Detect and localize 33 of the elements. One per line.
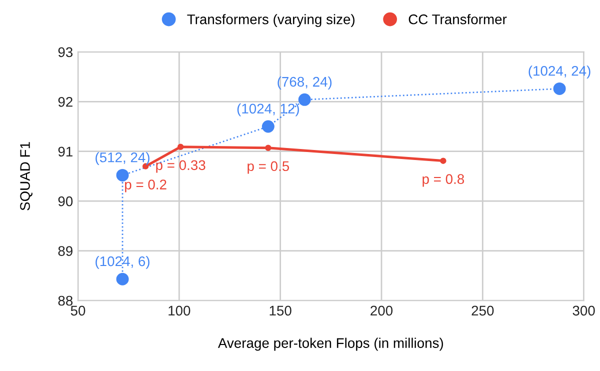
y-tick-label: 89 [58, 246, 72, 256]
y-tick-label: 91 [58, 146, 72, 157]
annotation: (768, 24) [278, 76, 332, 90]
x-tick-label: 100 [168, 306, 190, 316]
point [262, 120, 274, 133]
legend-label: CC Transformer [408, 14, 507, 24]
point [116, 272, 129, 286]
y-axis-title: SQUAD F1 [20, 142, 32, 210]
y-tick-label: 93 [58, 47, 73, 58]
x-tick-label: 200 [370, 306, 393, 316]
point [116, 168, 129, 182]
point [298, 93, 311, 106]
annotation: p = 0.2 [125, 180, 166, 192]
annotation: p = 0.33 [156, 160, 206, 173]
annotation: (1024, 6) [96, 256, 150, 269]
annotation: (1024, 24) [528, 66, 590, 79]
y-tick-label: 88 [58, 296, 73, 306]
point [265, 144, 272, 152]
annotation: (1024, 12) [237, 103, 299, 116]
annotation: (512, 24) [96, 152, 150, 166]
x-tick-label: 50 [70, 306, 86, 316]
annotation: p = 0.5 [248, 161, 290, 174]
point [440, 158, 446, 164]
y-tick-label: 90 [58, 196, 73, 206]
x-axis-title: Average per-token Flops (in millions) [218, 338, 444, 351]
annotation: p = 0.8 [422, 174, 464, 187]
point [553, 82, 566, 95]
x-tick-label: 150 [270, 306, 292, 316]
x-tick-label: 300 [572, 306, 595, 316]
point [177, 144, 184, 150]
legend-label: Transformers (varying size) [187, 14, 354, 28]
y-tick-label: 92 [58, 96, 72, 107]
x-tick-label: 250 [472, 306, 494, 316]
